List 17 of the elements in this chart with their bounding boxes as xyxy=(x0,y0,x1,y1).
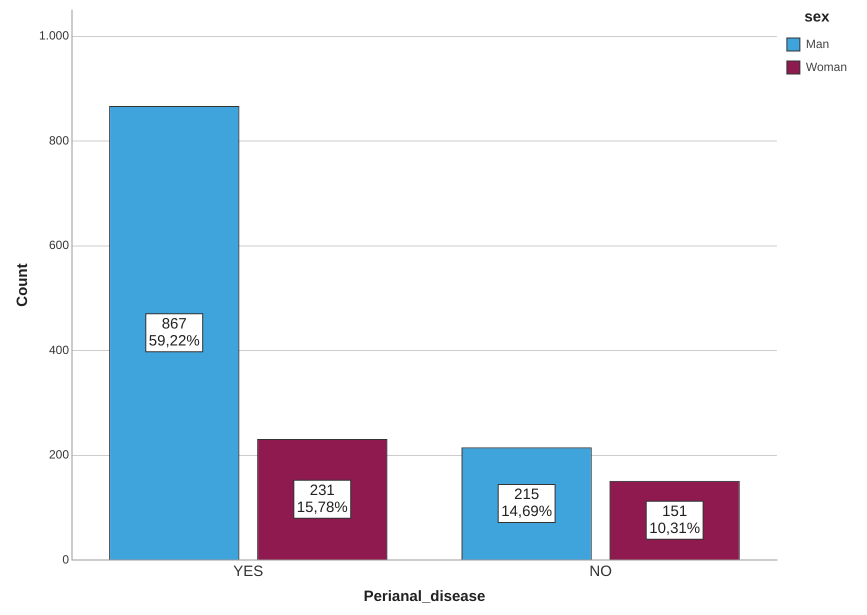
legend-label: Woman xyxy=(806,60,848,74)
x-tick-label: NO xyxy=(589,563,612,580)
y-tick-label: 600 xyxy=(49,238,70,252)
y-tick-label: 400 xyxy=(49,342,70,357)
data-label: 151 10,31% xyxy=(649,502,700,537)
legend-label: Man xyxy=(806,36,830,51)
y-axis-title: Count xyxy=(14,263,32,307)
x-axis-title: Perianal_disease xyxy=(364,588,486,606)
legend-title: sex xyxy=(804,8,830,26)
y-tick-label: 1.000 xyxy=(39,28,70,43)
data-label: 215 14,69% xyxy=(501,486,552,520)
x-tick-label: YES xyxy=(233,563,264,580)
y-tick-label: 200 xyxy=(49,448,70,462)
data-label: 867 59,22% xyxy=(148,315,200,350)
data-label: 231 15,78% xyxy=(296,482,348,516)
y-tick-label: 0 xyxy=(62,552,70,566)
y-tick-label: 800 xyxy=(49,133,70,148)
